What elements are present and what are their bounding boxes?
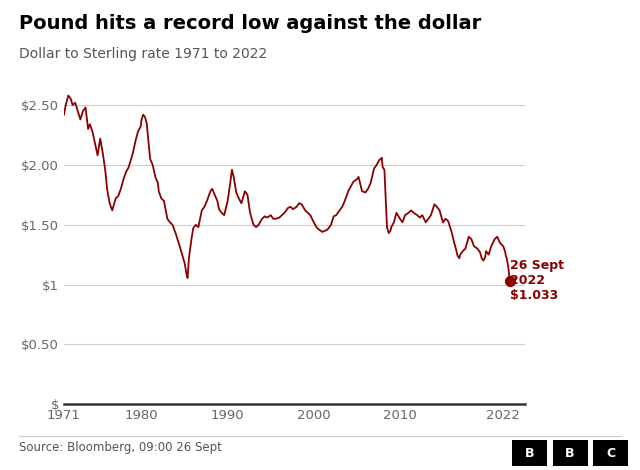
Text: B: B xyxy=(565,446,575,460)
Text: Source: Bloomberg, 09:00 26 Sept: Source: Bloomberg, 09:00 26 Sept xyxy=(19,441,222,454)
FancyBboxPatch shape xyxy=(552,440,588,466)
Text: C: C xyxy=(606,446,615,460)
Text: Dollar to Sterling rate 1971 to 2022: Dollar to Sterling rate 1971 to 2022 xyxy=(19,47,268,61)
Text: B: B xyxy=(525,446,534,460)
Text: Pound hits a record low against the dollar: Pound hits a record low against the doll… xyxy=(19,14,481,33)
Text: 26 Sept
2022
$1.033: 26 Sept 2022 $1.033 xyxy=(511,259,564,302)
FancyBboxPatch shape xyxy=(593,440,628,466)
FancyBboxPatch shape xyxy=(512,440,547,466)
